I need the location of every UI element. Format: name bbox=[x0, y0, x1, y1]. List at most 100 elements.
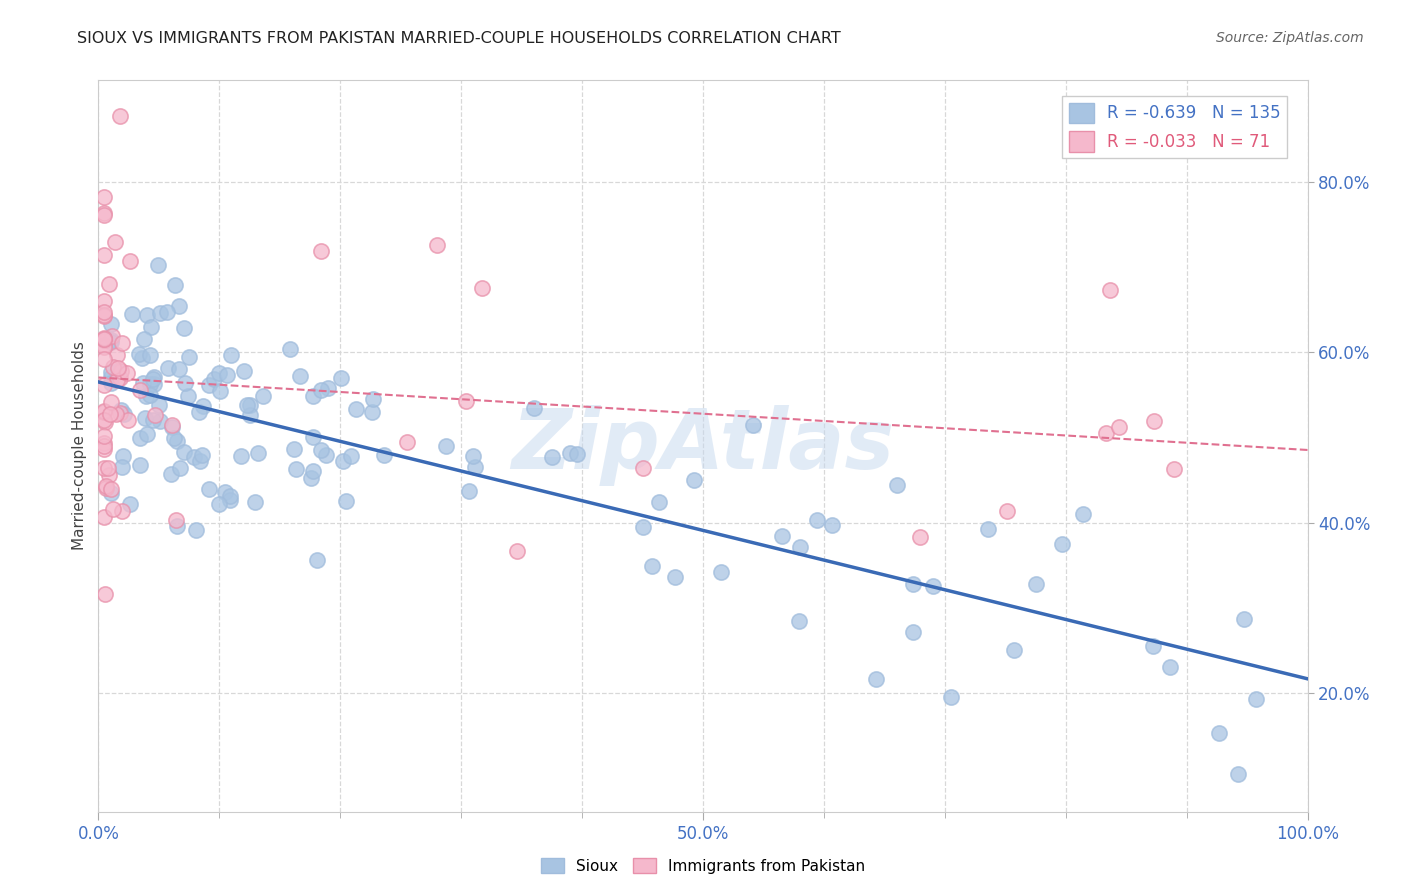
Point bbox=[139, 347, 162, 361]
Point bbox=[105, 407, 128, 421]
Point bbox=[183, 450, 205, 464]
Point bbox=[648, 495, 671, 509]
Point bbox=[107, 364, 129, 378]
Point bbox=[94, 481, 117, 495]
Point bbox=[901, 577, 924, 591]
Point bbox=[939, 690, 962, 705]
Text: Source: ZipAtlas.com: Source: ZipAtlas.com bbox=[1216, 31, 1364, 45]
Point bbox=[315, 448, 337, 462]
Point bbox=[633, 461, 655, 475]
Point bbox=[1002, 642, 1025, 657]
Point bbox=[94, 333, 117, 347]
Point bbox=[908, 530, 931, 544]
Point bbox=[329, 371, 352, 385]
Point bbox=[128, 347, 150, 361]
Point bbox=[1142, 640, 1164, 654]
Point bbox=[94, 479, 117, 493]
Point bbox=[316, 381, 339, 395]
Point bbox=[93, 338, 115, 352]
Point bbox=[93, 510, 115, 524]
Point bbox=[995, 503, 1018, 517]
Point bbox=[149, 305, 172, 319]
Legend: Sioux, Immigrants from Pakistan: Sioux, Immigrants from Pakistan bbox=[534, 852, 872, 880]
Point bbox=[184, 523, 207, 537]
Point bbox=[1244, 692, 1267, 706]
Point bbox=[166, 434, 188, 448]
Point bbox=[1233, 612, 1256, 626]
Point bbox=[135, 426, 157, 441]
Point bbox=[344, 402, 367, 417]
Point bbox=[110, 402, 132, 417]
Point bbox=[142, 370, 165, 384]
Point bbox=[100, 486, 122, 500]
Point bbox=[93, 377, 115, 392]
Point bbox=[93, 442, 115, 456]
Point bbox=[239, 409, 262, 423]
Point bbox=[93, 305, 115, 319]
Point bbox=[141, 319, 163, 334]
Point bbox=[93, 461, 115, 475]
Point bbox=[111, 504, 134, 518]
Point bbox=[104, 235, 127, 249]
Point bbox=[100, 483, 122, 497]
Point bbox=[101, 359, 124, 374]
Point bbox=[208, 384, 231, 398]
Point bbox=[229, 449, 252, 463]
Point bbox=[97, 467, 120, 482]
Point bbox=[239, 398, 262, 412]
Point bbox=[396, 434, 419, 449]
Point bbox=[114, 407, 136, 421]
Point bbox=[169, 461, 191, 475]
Point bbox=[110, 109, 132, 123]
Point bbox=[208, 367, 231, 381]
Point bbox=[922, 579, 945, 593]
Point bbox=[142, 412, 165, 426]
Point bbox=[1142, 414, 1164, 428]
Point bbox=[93, 293, 115, 308]
Point bbox=[111, 459, 134, 474]
Point bbox=[631, 520, 654, 534]
Point bbox=[93, 332, 115, 346]
Point bbox=[335, 494, 357, 508]
Point bbox=[94, 587, 117, 601]
Point bbox=[302, 389, 325, 403]
Point bbox=[100, 333, 122, 347]
Point bbox=[93, 436, 115, 450]
Point bbox=[174, 376, 197, 390]
Point bbox=[128, 458, 150, 472]
Point bbox=[1071, 507, 1094, 521]
Point bbox=[166, 519, 188, 533]
Point bbox=[93, 190, 115, 204]
Point bbox=[100, 335, 122, 350]
Point bbox=[93, 331, 115, 345]
Point bbox=[108, 371, 131, 385]
Point bbox=[167, 299, 190, 313]
Point bbox=[93, 340, 115, 354]
Point bbox=[288, 369, 311, 384]
Point bbox=[280, 342, 302, 356]
Point bbox=[98, 277, 121, 292]
Point bbox=[236, 398, 259, 412]
Point bbox=[121, 307, 143, 321]
Point bbox=[132, 376, 155, 390]
Point bbox=[523, 401, 546, 416]
Point bbox=[177, 389, 200, 403]
Point bbox=[108, 406, 131, 420]
Point bbox=[187, 405, 209, 419]
Point bbox=[464, 459, 486, 474]
Point bbox=[136, 308, 159, 322]
Point bbox=[558, 445, 581, 459]
Y-axis label: Married-couple Households: Married-couple Households bbox=[72, 342, 87, 550]
Point bbox=[309, 384, 332, 398]
Point bbox=[305, 553, 328, 567]
Point bbox=[160, 419, 183, 434]
Point bbox=[243, 495, 266, 509]
Point bbox=[115, 366, 138, 380]
Point bbox=[1098, 284, 1121, 298]
Point bbox=[218, 489, 240, 503]
Point bbox=[173, 445, 195, 459]
Point bbox=[311, 442, 333, 457]
Point bbox=[1108, 420, 1130, 434]
Point bbox=[111, 335, 134, 350]
Point bbox=[93, 248, 115, 262]
